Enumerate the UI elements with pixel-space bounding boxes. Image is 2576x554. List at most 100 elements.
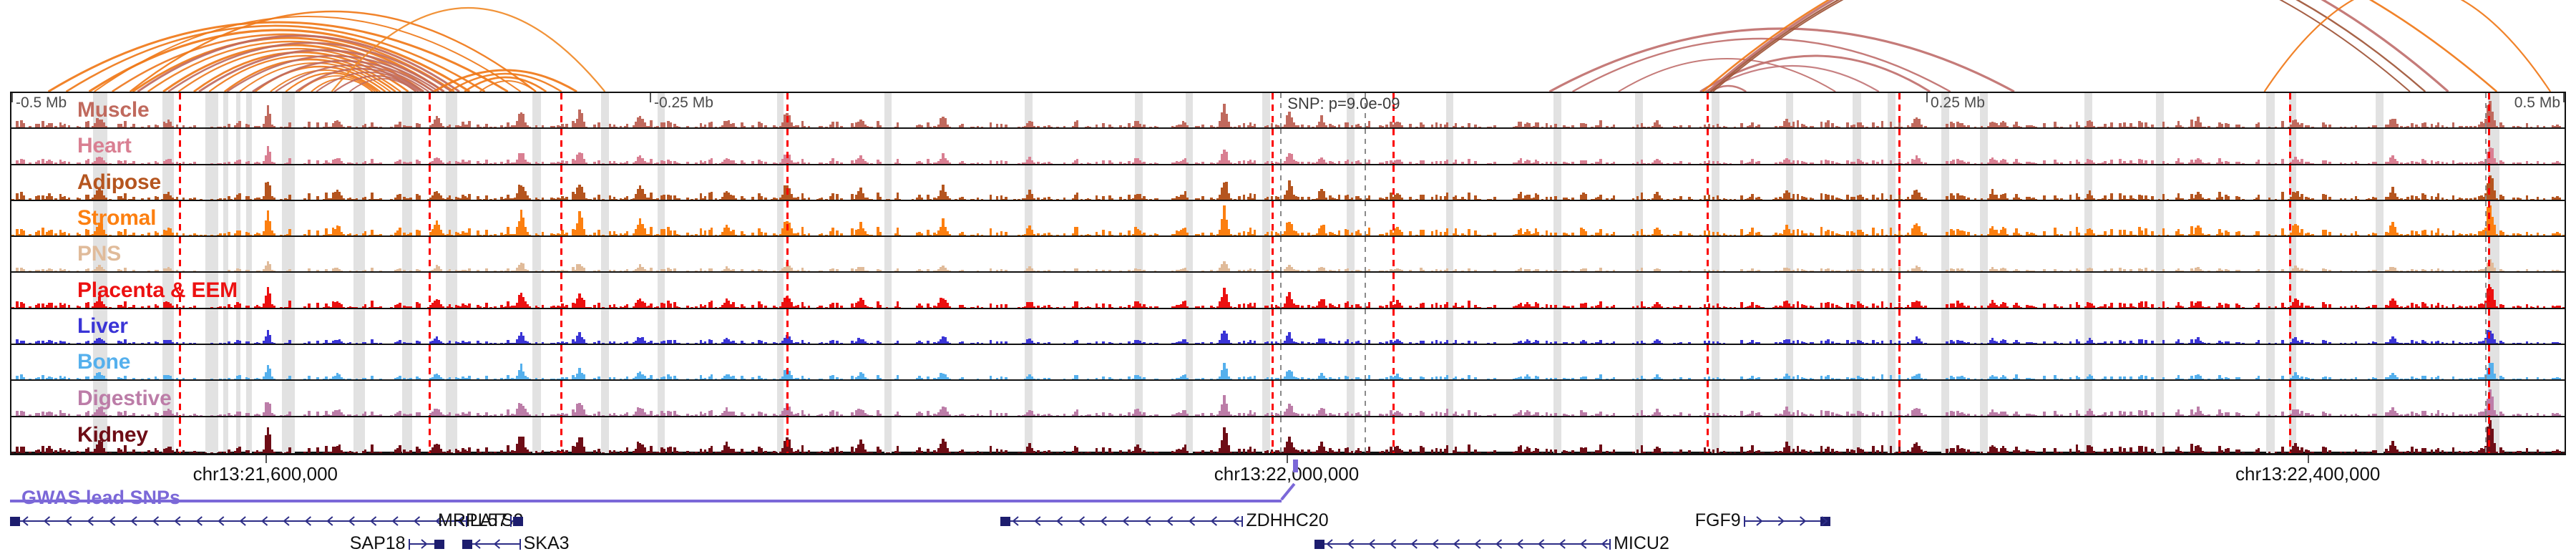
- shaded-region: [777, 200, 784, 236]
- snp-marker-layer: [11, 237, 2565, 272]
- variant-marker-line: [1280, 237, 1282, 272]
- shaded-region: [205, 237, 218, 272]
- variant-marker-line: [2485, 237, 2487, 272]
- snp-marker-layer: [11, 308, 2565, 344]
- shaded-region: [93, 381, 107, 416]
- gene-label: MICU2: [1614, 533, 1669, 553]
- gene-fgf9[interactable]: FGF9: [1695, 510, 1830, 530]
- signal-histogram: [11, 381, 2565, 416]
- gwas-lead-snp-marker[interactable]: [1292, 460, 1298, 472]
- shaded-region: [2084, 129, 2092, 164]
- signal-track-heart[interactable]: Heart: [11, 129, 2565, 165]
- signal-track-stromal[interactable]: Stromal: [11, 200, 2565, 238]
- shaded-region: [2288, 93, 2297, 128]
- gwas-snp-line: [1707, 381, 1709, 416]
- shaded-region: [1785, 93, 1793, 128]
- shaded-region: [777, 417, 784, 453]
- gene-zdhhc20[interactable]: ZDHHC20: [1000, 510, 1329, 530]
- gwas-snp-line: [786, 129, 789, 164]
- variant-marker-line: [1365, 200, 1367, 236]
- shaded-region: [1852, 93, 1861, 128]
- shaded-region: [401, 93, 413, 128]
- shaded-region: [223, 308, 229, 344]
- signal-track-muscle[interactable]: Muscle -0.5 Mb -0.25 Mb 0.25 Mb 0.5 Mb SNP: p…: [11, 93, 2565, 130]
- interaction-arc: [1618, 58, 1836, 92]
- gene-ska3[interactable]: SKA3: [462, 533, 570, 553]
- gwas-snp-line: [178, 237, 181, 272]
- shaded-region: [532, 417, 542, 453]
- gwas-snp-line: [1271, 345, 1274, 380]
- shaded-region: [1852, 200, 1861, 236]
- shaded-region: [2156, 165, 2164, 200]
- shaded-region: [2084, 237, 2092, 272]
- signal-track-liver[interactable]: Liver: [11, 308, 2565, 346]
- shaded-region: [884, 273, 892, 308]
- shaded-region: [235, 165, 241, 200]
- shaded-region: [2156, 93, 2164, 128]
- gene-mrpl57[interactable]: MRPL57: [438, 510, 524, 530]
- variant-marker-line: [2485, 129, 2487, 164]
- gwas-snp-line: [1271, 273, 1274, 308]
- shaded-region: [246, 129, 253, 164]
- signal-track-digestive[interactable]: Digestive: [11, 381, 2565, 417]
- shaded-region: [353, 237, 366, 272]
- gwas-snp-line: [560, 129, 563, 164]
- shaded-region: [1553, 273, 1561, 308]
- shaded-region: [1635, 273, 1643, 308]
- gwas-snp-line: [560, 200, 563, 236]
- gwas-baseline: [10, 500, 1282, 502]
- shaded-region: [205, 129, 218, 164]
- shaded-region: [1446, 93, 1454, 128]
- shaded-region: [2265, 237, 2275, 272]
- shaded-region: [2156, 417, 2164, 453]
- shaded-region: [1134, 273, 1143, 308]
- signal-track-adipose[interactable]: Adipose: [11, 165, 2565, 201]
- gwas-snp-line: [178, 273, 181, 308]
- shaded-region: [1553, 381, 1561, 416]
- shaded-region: [1785, 237, 1793, 272]
- shaded-region: [2156, 308, 2164, 344]
- signal-track-bone[interactable]: Bone: [11, 345, 2565, 382]
- gwas-snp-line: [1898, 273, 1901, 308]
- shaded-region: [1979, 129, 1988, 164]
- shaded-region: [162, 345, 174, 380]
- gwas-snp-line: [2288, 165, 2291, 200]
- interaction-arc: [316, 72, 422, 92]
- shaded-region: [1186, 381, 1194, 416]
- signal-track-pns[interactable]: PNS: [11, 237, 2565, 273]
- shaded-region: [1852, 345, 1861, 380]
- shaded-region: [1712, 200, 1719, 236]
- gwas-snp-line: [178, 345, 181, 380]
- gwas-snp-line: [1392, 308, 1395, 344]
- shaded-region: [246, 417, 253, 453]
- interaction-arc: [1702, 0, 2498, 92]
- signal-track-placenta[interactable]: Placenta & EEM: [11, 273, 2565, 309]
- shaded-region: [1941, 308, 1950, 344]
- variant-marker-line: [1365, 129, 1367, 164]
- genome-axis-tick: [2308, 455, 2310, 463]
- shaded-region: [1888, 417, 1896, 453]
- variant-marker-line: [1280, 308, 1282, 344]
- interaction-arc: [65, 24, 486, 92]
- signal-track-kidney[interactable]: Kidney: [11, 417, 2565, 453]
- shaded-region: [1186, 93, 1194, 128]
- genome-coordinate-axis: [10, 453, 2566, 455]
- gwas-snp-line: [429, 200, 431, 236]
- shaded-region: [1347, 200, 1355, 236]
- interaction-arc: [1548, 27, 2015, 92]
- shaded-region: [777, 129, 784, 164]
- shaded-region: [235, 129, 241, 164]
- gene-sap18[interactable]: SAP18: [350, 533, 444, 553]
- gene-lats2[interactable]: LATS2: [10, 510, 523, 530]
- shaded-region: [657, 417, 665, 453]
- shaded-region: [1553, 345, 1561, 380]
- shaded-region: [1941, 93, 1950, 128]
- gwas-snp-line: [1392, 237, 1395, 272]
- gene-micu2[interactable]: MICU2: [1314, 533, 1669, 553]
- gwas-snp-line: [1707, 273, 1709, 308]
- shaded-region: [2375, 93, 2384, 128]
- shaded-region: [246, 273, 253, 308]
- genome-axis-tick: [1287, 455, 1288, 463]
- gwas-lead-snp-track[interactable]: GWAS lead SNPs: [10, 460, 2566, 508]
- shaded-region: [2288, 200, 2297, 236]
